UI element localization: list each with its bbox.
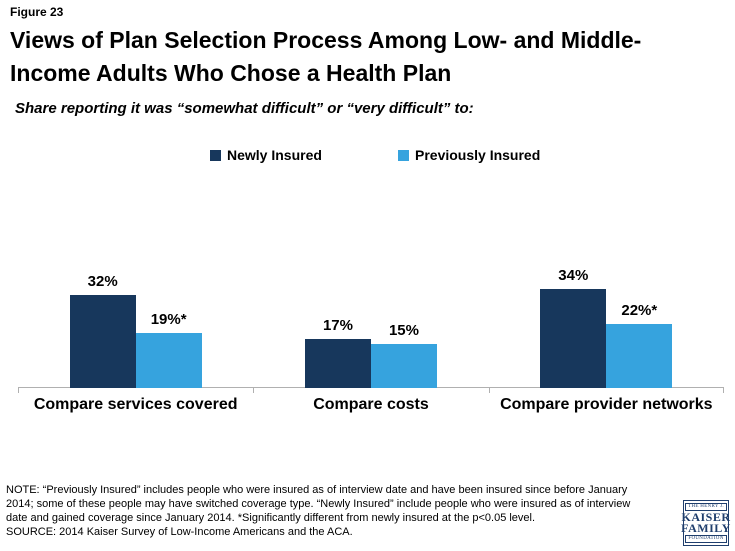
axis-tick [18, 387, 19, 393]
bar-value-label: 15% [388, 322, 419, 339]
bar-value-label: 32% [87, 273, 118, 290]
kff-logo-family-text: FAMILY [681, 521, 731, 536]
bar-series1-cat1 [370, 344, 437, 388]
bar-value-label: 19%* [150, 311, 187, 328]
axis-tick [489, 387, 490, 393]
legend-item-newly-insured: Newly Insured [210, 147, 322, 163]
legend-label-newly-insured: Newly Insured [227, 147, 322, 163]
category-label: Compare services covered [33, 396, 238, 413]
note-line: 2014; some of these people may have swit… [6, 498, 631, 510]
chart-subtitle: Share reporting it was “somewhat difficu… [15, 100, 474, 117]
note-line: NOTE: “Previously Insured” includes peop… [6, 484, 628, 496]
category-group: 17% 15% Compare costs [253, 240, 488, 413]
page-title: Views of Plan Selection Process Among Lo… [10, 24, 641, 90]
note-line: date and gained coverage since January 2… [6, 512, 536, 524]
axis-tick [723, 387, 724, 393]
figure-label: Figure 23 [10, 5, 64, 19]
source-line: SOURCE: 2014 Kaiser Survey of Low-Income… [6, 526, 353, 538]
bar-value-label: 34% [558, 267, 589, 284]
bar-series0-cat0 [69, 295, 136, 388]
page-title-line2: Income Adults Who Chose a Health Plan [10, 60, 452, 86]
kff-logo: THE HENRY J. KAISER FAMILY FOUNDATION [681, 500, 731, 546]
bar-chart: 32% 19%* Compare services covered 17% 15% Com… [18, 240, 724, 413]
kff-logo-kaiser-text: KAISER [681, 509, 731, 524]
bar-series0-cat2 [540, 289, 607, 388]
kff-logo-top-text: THE HENRY J. [685, 503, 727, 511]
legend-swatch-newly-insured-icon [210, 149, 221, 161]
legend-item-previously-insured: Previously Insured [398, 147, 540, 163]
category-label: Compare provider networks [500, 396, 713, 413]
legend-label-previously-insured: Previously Insured [415, 147, 541, 163]
page-title-line1: Views of Plan Selection Process Among Lo… [10, 27, 642, 53]
bar-series1-cat0 [135, 333, 202, 388]
note-text: NOTE: “Previously Insured” includes peop… [6, 483, 630, 539]
axis-tick [253, 387, 254, 393]
bar-series0-cat1 [304, 339, 371, 388]
kff-logo-bottom-text: FOUNDATION [685, 534, 727, 543]
category-group: 34% 22%* Compare provider networks [489, 240, 724, 413]
bar-series1-cat2 [606, 324, 673, 388]
bar-value-label: 22%* [621, 302, 658, 319]
category-group: 32% 19%* Compare services covered [18, 240, 253, 413]
legend-swatch-previously-insured-icon [398, 149, 409, 161]
category-label: Compare costs [313, 396, 429, 413]
bar-value-label: 17% [322, 317, 353, 334]
